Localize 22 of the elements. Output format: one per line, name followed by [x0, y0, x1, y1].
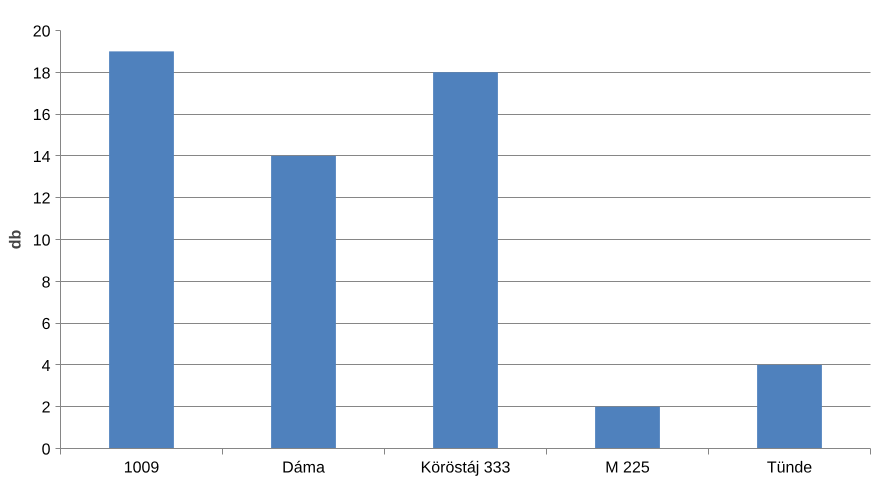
x-tick-label: Dáma [282, 460, 325, 476]
y-tick-label: 8 [42, 274, 51, 292]
x-tick-label: M 225 [605, 460, 650, 476]
y-tick-label: 20 [32, 24, 51, 40]
y-tick-label: 18 [32, 65, 51, 82]
y-tick-label: 0 [42, 442, 51, 458]
y-tick-label: 2 [42, 400, 51, 417]
bar [271, 156, 336, 448]
x-tick-label: 1009 [124, 460, 160, 476]
bar [109, 51, 174, 448]
x-tick-label: Köröstáj 333 [420, 460, 511, 476]
y-axis-title: db [8, 230, 25, 250]
bar [757, 364, 822, 448]
bar [433, 72, 498, 448]
bar [595, 406, 660, 448]
y-tick-label: 14 [32, 148, 51, 166]
y-tick-label: 16 [32, 107, 51, 124]
x-tick-label: Tünde [766, 460, 812, 476]
y-tick-label: 4 [42, 358, 51, 375]
y-tick-label: 10 [32, 232, 51, 250]
y-tick-label: 12 [32, 190, 51, 208]
y-tick-label: 6 [42, 316, 51, 334]
